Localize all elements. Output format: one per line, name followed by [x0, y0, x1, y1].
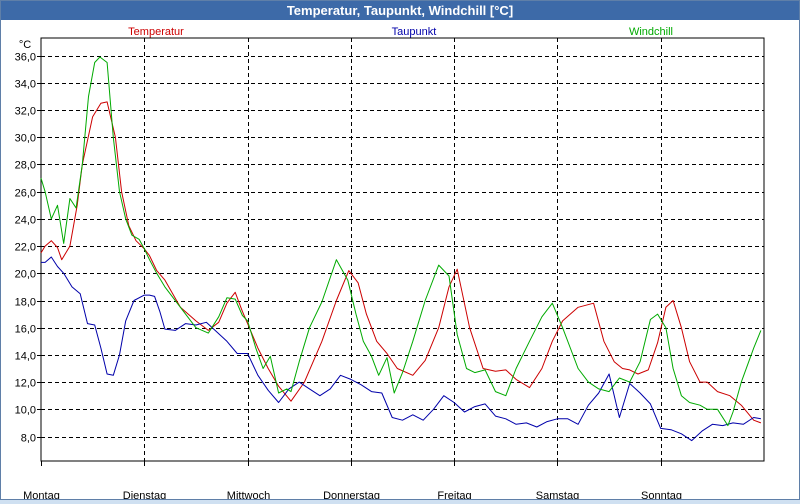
y-tick-label: 12,0 [15, 378, 36, 390]
y-tick-label: 28,0 [15, 160, 36, 172]
series-line-taupunkt [41, 256, 761, 442]
y-tick-label: 16,0 [15, 324, 36, 336]
y-tick-label: 32,0 [15, 106, 36, 118]
x-tick-label-day: Mittwoch [227, 490, 270, 499]
y-tick-label: 10,0 [15, 405, 36, 417]
y-tick-label: 26,0 [15, 188, 36, 200]
y-tick-label: 34,0 [15, 79, 36, 91]
y-tick-label: 22,0 [15, 242, 36, 254]
y-tick-label: 20,0 [15, 269, 36, 281]
x-tick-label-day: Donnerstag [323, 490, 380, 499]
x-tick-label-day: Dienstag [123, 490, 166, 499]
window-title: Temperatur, Taupunkt, Windchill [°C] [1, 1, 799, 20]
legend-temperatur: Temperatur [128, 26, 184, 38]
y-tick-label: 30,0 [15, 133, 36, 145]
series-line-windchill [40, 56, 762, 427]
legend-windchill: Windchill [629, 26, 673, 38]
series-line-temperatur [40, 101, 762, 424]
y-tick-label: 14,0 [15, 351, 36, 363]
y-tick-label: 8,0 [21, 433, 36, 445]
weather-line-chart: 8,0 10,0 12,0 14,0 16,0 18,0 20,0 22,0 24,0 26,0 2… [15, 26, 765, 502]
y-axis-unit: °C [19, 39, 31, 51]
x-tick-label-day: Samstag [536, 490, 579, 499]
x-tick-label-day: Montag [23, 490, 60, 499]
legend-taupunkt: Taupunkt [392, 26, 437, 38]
y-tick-label: 18,0 [15, 297, 36, 309]
chart-area: 8,0 10,0 12,0 14,0 16,0 18,0 20,0 22,0 24,0 26,0 2… [1, 20, 799, 502]
x-tick-label-day: Freitag [437, 490, 471, 499]
plot-frame [40, 37, 765, 462]
y-tick-label: 36,0 [15, 52, 36, 64]
y-tick-label: 24,0 [15, 215, 36, 227]
x-tick-label-day: Sonntag [641, 490, 682, 499]
